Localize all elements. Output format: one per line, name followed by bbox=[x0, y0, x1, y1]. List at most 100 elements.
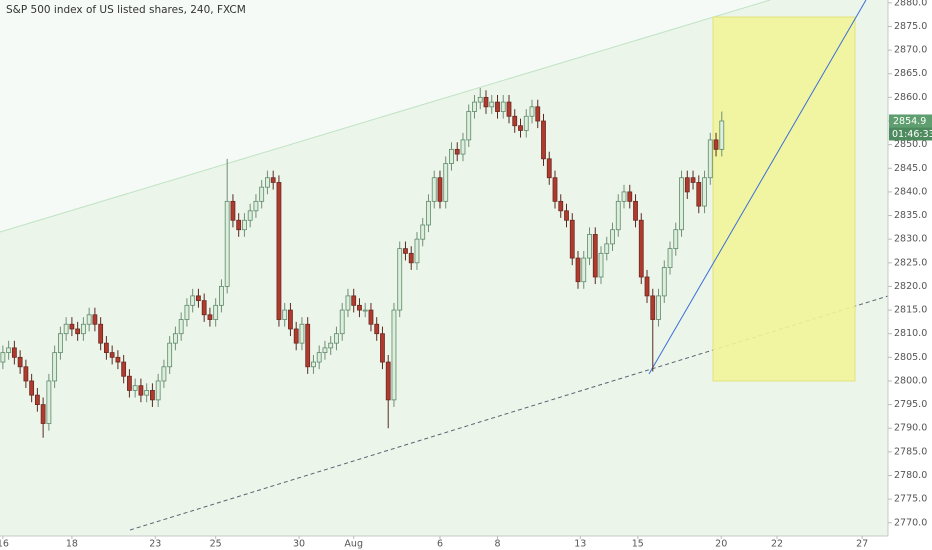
x-tick-label: 18 bbox=[66, 539, 78, 550]
y-tick-label: 2840.0 bbox=[894, 186, 927, 197]
candle-body bbox=[495, 101, 500, 112]
candle-body bbox=[696, 182, 702, 207]
y-tick-label: 2845.0 bbox=[894, 163, 927, 174]
candle-body bbox=[276, 182, 282, 320]
candle-body bbox=[305, 323, 311, 368]
candle-body bbox=[362, 309, 368, 312]
candle-body bbox=[328, 342, 334, 349]
candle-body bbox=[46, 380, 52, 424]
candle-body bbox=[213, 304, 219, 320]
trend-line bbox=[648, 0, 867, 375]
candle-body bbox=[288, 309, 293, 330]
candle-body bbox=[391, 309, 397, 401]
candle-body bbox=[443, 163, 449, 202]
y-tick-label: 2810.0 bbox=[894, 328, 927, 339]
candle-body bbox=[270, 177, 276, 183]
countdown-label: 01:46:33 bbox=[892, 129, 932, 140]
candle-body bbox=[86, 314, 92, 325]
y-tick-label: 2880.0 bbox=[894, 0, 927, 8]
candle-body bbox=[0, 352, 6, 363]
candle-body bbox=[299, 323, 305, 344]
y-tick-label: 2865.0 bbox=[894, 68, 927, 79]
candle-body bbox=[385, 361, 391, 401]
candle-body bbox=[374, 323, 380, 335]
candle-body bbox=[592, 234, 598, 278]
candle-body bbox=[92, 314, 98, 325]
candle-body bbox=[426, 200, 431, 226]
candle-body bbox=[17, 356, 23, 368]
channel-fill bbox=[0, 0, 888, 536]
candle-body bbox=[265, 177, 270, 188]
candle-body bbox=[408, 252, 414, 264]
candle-body bbox=[650, 295, 656, 320]
candle-body bbox=[638, 219, 644, 278]
y-tick-label: 2825.0 bbox=[894, 257, 927, 268]
y-tick-label: 2800.0 bbox=[894, 375, 927, 386]
candle-body bbox=[569, 219, 575, 259]
candle-body bbox=[75, 328, 81, 335]
candle-body bbox=[621, 191, 627, 202]
last-price-box bbox=[889, 114, 932, 128]
candle-body bbox=[282, 309, 288, 320]
candle-body bbox=[414, 238, 420, 264]
candle-body bbox=[103, 342, 109, 354]
candle-body bbox=[63, 323, 69, 335]
candle-body bbox=[80, 323, 86, 335]
candle-body bbox=[316, 352, 322, 363]
candle-body bbox=[472, 101, 477, 112]
candle-body bbox=[138, 385, 144, 396]
candle-body bbox=[454, 148, 460, 155]
candle-body bbox=[558, 200, 564, 212]
candle-body bbox=[529, 106, 535, 117]
y-tick-label: 2815.0 bbox=[894, 305, 927, 316]
candle-body bbox=[167, 342, 173, 368]
candle-body bbox=[368, 309, 374, 325]
candle-body bbox=[311, 361, 316, 368]
x-tick-label: 8 bbox=[494, 539, 500, 550]
candle-body bbox=[322, 347, 328, 354]
candle-body bbox=[684, 177, 690, 193]
candle-body bbox=[702, 177, 707, 207]
candle-body bbox=[144, 390, 150, 396]
candle-body bbox=[34, 394, 40, 405]
candle-body bbox=[178, 319, 184, 335]
candle-body bbox=[541, 120, 546, 160]
candle-body bbox=[512, 115, 518, 127]
candle-body bbox=[523, 115, 529, 131]
candle-body bbox=[403, 248, 408, 254]
x-tick-label: 22 bbox=[771, 539, 783, 550]
x-tick-label: Aug bbox=[344, 539, 363, 550]
candle-body bbox=[207, 314, 213, 320]
candle-body bbox=[6, 347, 12, 354]
candle-body bbox=[150, 390, 155, 401]
y-tick-label: 2830.0 bbox=[894, 234, 927, 245]
candle-body bbox=[633, 200, 638, 221]
target-box bbox=[712, 16, 856, 382]
candle-body bbox=[351, 295, 357, 306]
candle-body bbox=[161, 366, 167, 382]
candle-body bbox=[679, 177, 684, 231]
candle-body bbox=[190, 295, 196, 306]
channel-upper-line bbox=[0, 0, 771, 233]
y-tick-label: 2775.0 bbox=[894, 494, 927, 505]
candle-body bbox=[397, 248, 403, 311]
candle-body bbox=[98, 323, 104, 344]
candle-body bbox=[552, 177, 558, 202]
countdown-box bbox=[889, 127, 932, 141]
candle-body bbox=[196, 295, 201, 302]
candle-body bbox=[127, 375, 132, 391]
x-tick-label: 20 bbox=[715, 539, 727, 550]
candle-body bbox=[57, 333, 63, 354]
candle-body bbox=[184, 304, 190, 320]
candle-body bbox=[242, 219, 247, 231]
candle-body bbox=[219, 286, 224, 306]
y-tick-label: 2875.0 bbox=[894, 21, 927, 32]
candle-body bbox=[29, 380, 35, 396]
candle-body bbox=[656, 295, 661, 320]
candle-body bbox=[253, 200, 259, 212]
x-tick-label: 15 bbox=[632, 539, 644, 550]
candle-body bbox=[546, 158, 552, 179]
candle-body bbox=[230, 200, 236, 221]
